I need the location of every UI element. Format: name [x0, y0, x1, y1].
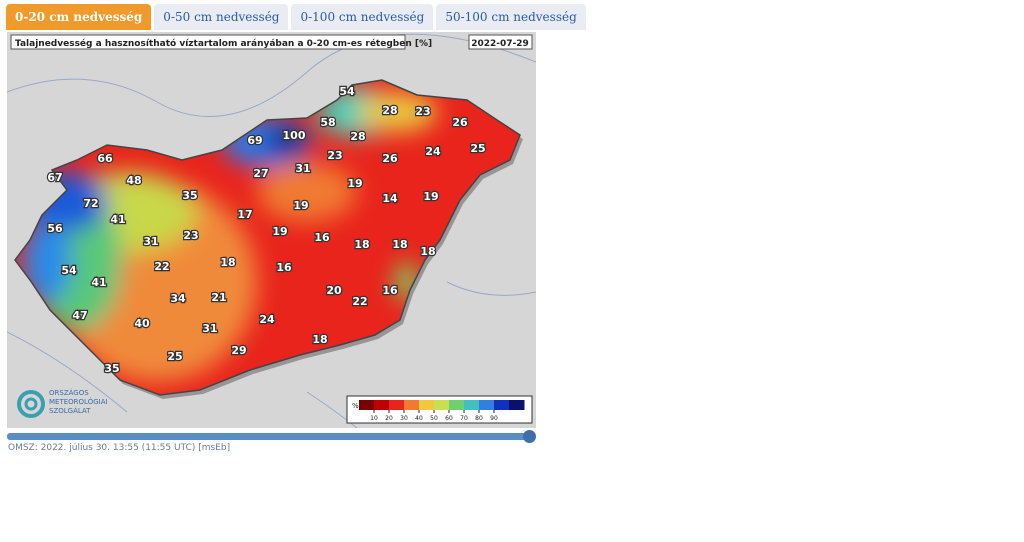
- value-label: 48: [126, 174, 141, 187]
- colorbar-cell: [449, 400, 465, 410]
- value-label: 35: [104, 362, 119, 375]
- value-label: 19: [423, 190, 438, 203]
- tab[interactable]: 0-50 cm nedvesség: [154, 4, 289, 30]
- footer: OMSZ: 2022. július 30. 13:55 (11:55 UTC)…: [8, 443, 231, 453]
- colorbar-cell: [404, 400, 420, 410]
- river: [7, 281, 536, 428]
- value-label: 22: [352, 295, 367, 308]
- tab-bar: 0-20 cm nedvesség 0-50 cm nedvesség 0-100 …: [6, 4, 586, 30]
- legend-tick-label: 50: [430, 415, 438, 422]
- date-box: [468, 34, 533, 50]
- legend-tick-label: 60: [445, 415, 453, 422]
- colorbar-cell: [479, 400, 495, 410]
- value-label: 20: [326, 284, 342, 297]
- value-label: 18: [220, 256, 235, 269]
- value-label: 56: [47, 222, 63, 235]
- logo-text: SZOLGÁLAT: [49, 406, 91, 415]
- value-label: 16: [314, 231, 330, 244]
- tab[interactable]: 0-100 cm nedvesség: [291, 4, 434, 30]
- legend-unit: %: [352, 402, 359, 410]
- value-label: 14: [382, 192, 398, 205]
- colorbar-cell: [359, 400, 375, 410]
- legend-tick-label: 30: [400, 415, 408, 422]
- value-label: 23: [415, 105, 430, 118]
- value-label: 28: [350, 130, 365, 143]
- value-label: 69: [247, 134, 262, 147]
- value-label: 19: [293, 199, 308, 212]
- value-label: 25: [470, 142, 485, 155]
- value-label: 21: [211, 291, 226, 304]
- value-label: 58: [320, 116, 335, 129]
- value-label: 16: [382, 284, 398, 297]
- value-label: 100: [283, 129, 306, 142]
- value-label: 34: [170, 292, 186, 305]
- value-label: 24: [259, 313, 275, 326]
- time-slider[interactable]: [7, 433, 529, 440]
- value-label: 31: [295, 162, 310, 175]
- slider-knob[interactable]: [523, 430, 536, 443]
- value-label: 27: [253, 167, 268, 180]
- value-label: 31: [202, 322, 217, 335]
- value-label: 40: [134, 317, 150, 330]
- map-title: Talajnedvesség a hasznosítható víztartal…: [15, 38, 432, 49]
- logo-text: ORSZÁGOS: [49, 388, 89, 397]
- value-label: 25: [167, 350, 182, 363]
- colorbar-cell: [509, 400, 525, 410]
- value-label: 18: [420, 245, 435, 258]
- value-label: 54: [61, 264, 77, 277]
- value-label: 35: [182, 189, 197, 202]
- value-label: 47: [72, 309, 87, 322]
- legend-tick-label: 10: [370, 415, 378, 422]
- legend-tick-label: 70: [460, 415, 468, 422]
- value-label: 22: [154, 260, 169, 273]
- value-label: 28: [382, 104, 397, 117]
- value-label: 72: [83, 197, 98, 210]
- colorbar-cell: [434, 400, 450, 410]
- value-label: 18: [392, 238, 407, 251]
- colorbar-cell: [389, 400, 405, 410]
- value-label: 23: [183, 229, 198, 242]
- value-label: 29: [231, 344, 246, 357]
- colorbar-cell: [494, 400, 510, 410]
- legend: % 10 20 30 40 50 60 70 80 90: [346, 395, 533, 424]
- value-label: 18: [354, 238, 369, 251]
- value-label: 16: [276, 261, 292, 274]
- river: [7, 33, 536, 118]
- colorbar-cell: [374, 400, 390, 410]
- map-date: 2022-07-29: [471, 39, 529, 49]
- legend-tick-label: 20: [385, 415, 393, 422]
- legend-tick-label: 90: [490, 415, 498, 422]
- value-label: 26: [452, 116, 468, 129]
- map: Talajnedvesség a hasznosítható víztartal…: [7, 32, 536, 428]
- value-label: 24: [425, 145, 441, 158]
- value-label: 41: [91, 276, 106, 289]
- value-labels: 54 28 23 26 69 100 58 28 23 26 24 25 66 67 48 27 31 19 72 3…: [46, 84, 487, 377]
- value-label: 17: [237, 208, 252, 221]
- colorbar-cell: [464, 400, 480, 410]
- value-label: 31: [143, 235, 158, 248]
- title-box: [10, 34, 406, 50]
- value-label: 19: [272, 225, 287, 238]
- value-label: 18: [312, 333, 327, 346]
- value-label: 41: [110, 213, 125, 226]
- logo-text: METEOROLÓGIAI: [49, 397, 108, 406]
- legend-tick-label: 80: [475, 415, 483, 422]
- value-label: 26: [382, 152, 398, 165]
- legend-tick-label: 40: [415, 415, 423, 422]
- colorbar-cell: [419, 400, 435, 410]
- value-label: 54: [339, 85, 355, 98]
- tab[interactable]: 0-20 cm nedvesség: [6, 4, 152, 30]
- value-label: 66: [97, 152, 113, 165]
- value-label: 23: [327, 149, 342, 162]
- value-label: 67: [47, 171, 62, 184]
- tab[interactable]: 50-100 cm nedvesség: [436, 4, 586, 30]
- value-label: 19: [347, 177, 362, 190]
